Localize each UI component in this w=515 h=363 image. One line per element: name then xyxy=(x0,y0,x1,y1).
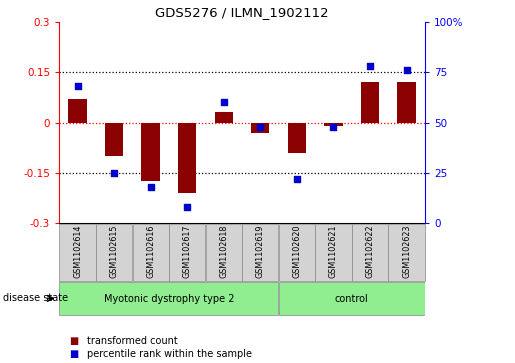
Text: disease state: disease state xyxy=(3,293,67,303)
Text: percentile rank within the sample: percentile rank within the sample xyxy=(87,349,251,359)
Text: transformed count: transformed count xyxy=(87,336,177,346)
Text: ■: ■ xyxy=(70,349,79,359)
Text: GSM1102617: GSM1102617 xyxy=(183,224,192,278)
FancyBboxPatch shape xyxy=(388,224,425,281)
Text: ■: ■ xyxy=(70,336,79,346)
FancyBboxPatch shape xyxy=(169,224,205,281)
FancyBboxPatch shape xyxy=(205,224,242,281)
FancyBboxPatch shape xyxy=(279,282,425,315)
Text: GSM1102615: GSM1102615 xyxy=(110,224,118,278)
Text: GSM1102619: GSM1102619 xyxy=(256,224,265,278)
FancyBboxPatch shape xyxy=(59,224,96,281)
Text: control: control xyxy=(335,294,369,303)
Point xyxy=(183,204,192,210)
Point xyxy=(110,170,118,176)
Point xyxy=(219,99,228,105)
Bar xyxy=(215,113,233,122)
Bar xyxy=(142,122,160,181)
Text: GSM1102616: GSM1102616 xyxy=(146,224,155,278)
FancyBboxPatch shape xyxy=(59,282,279,315)
Text: GSM1102622: GSM1102622 xyxy=(366,224,374,278)
Bar xyxy=(398,82,416,122)
Text: GSM1102618: GSM1102618 xyxy=(219,224,228,278)
Text: GSM1102621: GSM1102621 xyxy=(329,224,338,278)
Bar xyxy=(178,122,196,193)
Bar xyxy=(288,122,306,153)
FancyBboxPatch shape xyxy=(315,224,352,281)
Text: Myotonic dystrophy type 2: Myotonic dystrophy type 2 xyxy=(104,294,234,303)
Text: GSM1102620: GSM1102620 xyxy=(293,224,301,278)
Bar xyxy=(105,122,123,156)
Point xyxy=(73,83,81,89)
FancyBboxPatch shape xyxy=(96,224,132,281)
FancyBboxPatch shape xyxy=(132,224,169,281)
FancyBboxPatch shape xyxy=(352,224,388,281)
Bar xyxy=(251,122,269,132)
Text: GSM1102614: GSM1102614 xyxy=(73,224,82,278)
Point xyxy=(366,63,374,69)
Bar xyxy=(361,82,379,122)
FancyBboxPatch shape xyxy=(279,224,315,281)
FancyBboxPatch shape xyxy=(242,224,279,281)
Point xyxy=(293,176,301,182)
Title: GDS5276 / ILMN_1902112: GDS5276 / ILMN_1902112 xyxy=(155,6,329,19)
Text: GSM1102623: GSM1102623 xyxy=(402,224,411,278)
Point xyxy=(330,124,338,130)
Bar xyxy=(68,99,87,122)
Point xyxy=(146,184,154,190)
Point xyxy=(256,124,265,130)
Point xyxy=(403,67,411,73)
Bar xyxy=(324,122,342,126)
